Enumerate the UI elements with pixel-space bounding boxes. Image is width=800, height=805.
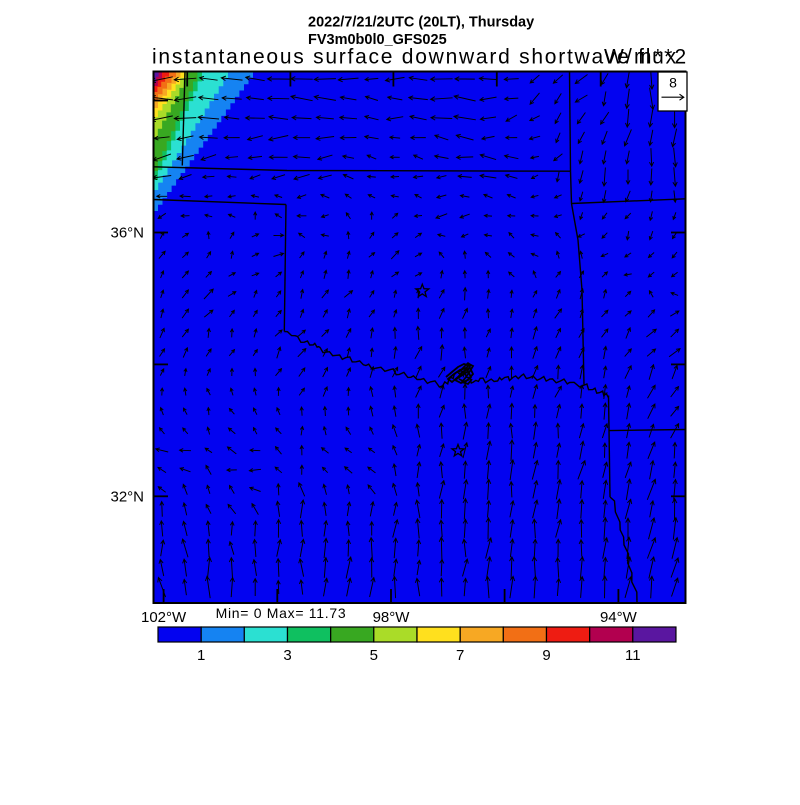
svg-text:7: 7 <box>456 647 464 664</box>
svg-text:36°N: 36°N <box>110 225 144 242</box>
svg-text:FV3m0b0l0_GFS025: FV3m0b0l0_GFS025 <box>308 32 447 48</box>
svg-text:98°W: 98°W <box>373 609 411 626</box>
svg-text:instantaneous surface downward: instantaneous surface downward shortwave… <box>152 46 678 69</box>
svg-text:9: 9 <box>542 647 550 664</box>
svg-text:W/m**2: W/m**2 <box>604 46 688 69</box>
svg-text:94°W: 94°W <box>600 609 638 626</box>
svg-text:11: 11 <box>625 647 641 664</box>
svg-text:8: 8 <box>669 75 677 91</box>
svg-text:2022/7/21/2UTC (20LT), Thursda: 2022/7/21/2UTC (20LT), Thursday <box>308 15 534 31</box>
svg-text:3: 3 <box>283 647 291 664</box>
svg-text:32°N: 32°N <box>110 488 144 505</box>
svg-text:1: 1 <box>197 647 205 664</box>
svg-text:5: 5 <box>370 647 378 664</box>
svg-text:102°W: 102°W <box>141 609 187 626</box>
svg-text:Min= 0 Max= 11.73: Min= 0 Max= 11.73 <box>216 605 347 621</box>
